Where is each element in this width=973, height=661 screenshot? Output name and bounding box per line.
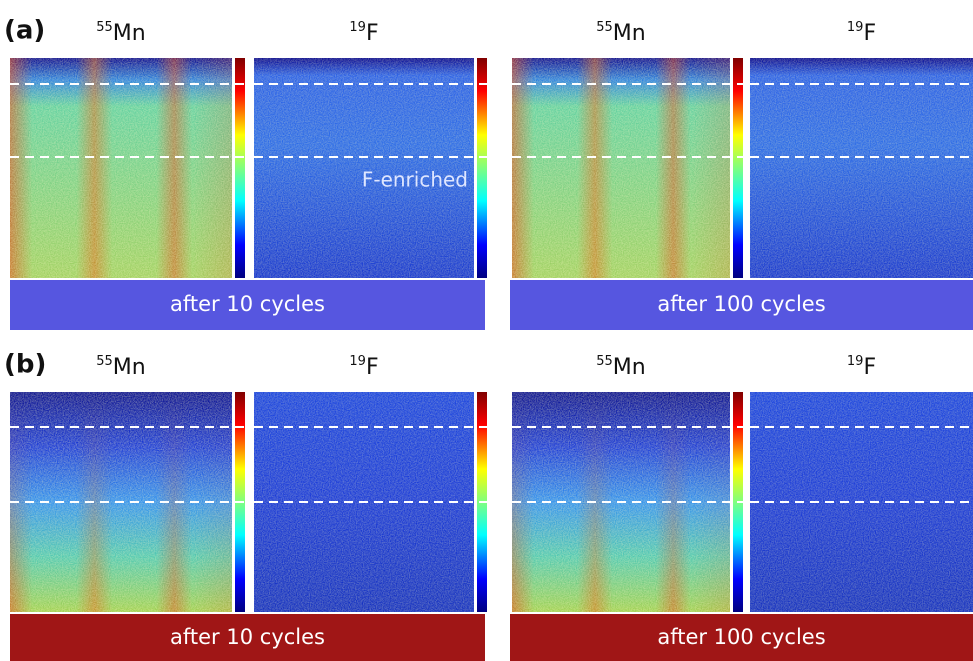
- isotope-mass: 55: [96, 354, 113, 369]
- caption-bar: [510, 614, 973, 661]
- map-title: 19F: [847, 354, 876, 381]
- annotation: F-enriched: [362, 168, 468, 192]
- caption: after 10 cycles: [170, 625, 325, 649]
- heatmap-noise: [750, 58, 973, 278]
- panel-label: (a): [4, 16, 45, 46]
- caption: after 100 cycles: [657, 625, 825, 649]
- caption-bar: [10, 614, 485, 661]
- map-title: 55Mn: [596, 20, 645, 47]
- panel-label: (b): [4, 350, 46, 380]
- element-symbol: Mn: [113, 355, 146, 380]
- colorbar: [733, 58, 743, 278]
- element-symbol: Mn: [113, 21, 146, 46]
- element-symbol: F: [366, 355, 379, 380]
- colorbar: [235, 58, 245, 278]
- map-title: 55Mn: [596, 354, 645, 381]
- map-title: 19F: [349, 354, 378, 381]
- heatmap-noise: [512, 58, 730, 278]
- colorbar: [477, 58, 487, 278]
- element-symbol: F: [863, 355, 876, 380]
- isotope-mass: 55: [96, 20, 113, 35]
- isotope-mass: 55: [596, 20, 613, 35]
- isotope-mass: 19: [847, 354, 864, 369]
- map-title: 55Mn: [96, 20, 145, 47]
- isotope-mass: 19: [349, 354, 366, 369]
- map-title: 19F: [349, 20, 378, 47]
- caption-bar: [510, 280, 973, 330]
- caption-bar: [10, 280, 485, 330]
- map-title: 19F: [847, 20, 876, 47]
- element-symbol: Mn: [613, 21, 646, 46]
- element-symbol: F: [863, 21, 876, 46]
- heatmap-noise: [10, 58, 232, 278]
- map-title: 55Mn: [96, 354, 145, 381]
- element-symbol: F: [366, 21, 379, 46]
- caption: after 10 cycles: [170, 292, 325, 316]
- isotope-mass: 55: [596, 354, 613, 369]
- caption: after 100 cycles: [657, 292, 825, 316]
- element-symbol: Mn: [613, 355, 646, 380]
- isotope-mass: 19: [349, 20, 366, 35]
- heatmap-noise: [254, 58, 474, 278]
- isotope-mass: 19: [847, 20, 864, 35]
